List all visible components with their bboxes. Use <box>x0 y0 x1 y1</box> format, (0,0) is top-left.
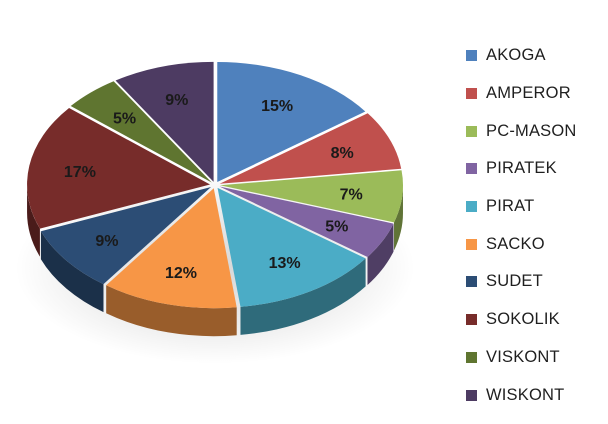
data-label-sokolik: 17% <box>64 164 96 181</box>
legend-label: SOKOLIK <box>486 310 560 329</box>
legend-item-pc-mason: PC-MASON <box>466 112 577 150</box>
data-label-pc-mason: 7% <box>340 186 363 203</box>
slice-sacko <box>106 188 237 309</box>
legend-label: PC-MASON <box>486 121 577 140</box>
chart-legend: AKOGA AMPEROR PC-MASON PIRATEK PIRAT SACKO SUD… <box>466 37 577 414</box>
slice-side-sokolik <box>27 184 40 257</box>
legend-item-sudet: SUDET <box>466 263 577 301</box>
legend-item-sacko: SACKO <box>466 225 577 263</box>
slice-wiskont <box>115 61 214 182</box>
legend-swatch <box>466 389 477 401</box>
slice-side-pc-mason <box>394 185 403 251</box>
legend-item-piratek: PIRATEK <box>466 150 577 188</box>
slice-viskont <box>70 81 212 183</box>
slice-piratek <box>219 186 394 258</box>
legend-label: SUDET <box>486 272 543 291</box>
slice-pc-mason <box>219 170 403 223</box>
slice-pirat <box>217 187 366 307</box>
slice-side-piratek <box>367 223 394 286</box>
legend-swatch <box>466 125 477 137</box>
legend-item-akoga: AKOGA <box>466 37 577 75</box>
legend-label: WISKONT <box>486 385 565 404</box>
legend-label: AKOGA <box>486 46 546 65</box>
legend-item-viskont: VISKONT <box>466 339 577 377</box>
slice-side-sacko <box>106 285 237 337</box>
pie-data-labels: 15% 8% 7% 5% 13% 12% 9% 17% 5% 9% <box>64 92 363 282</box>
data-label-amperor: 8% <box>331 145 354 162</box>
slice-side-pirat <box>240 258 366 335</box>
data-label-viskont: 5% <box>113 111 136 128</box>
pie-side-walls <box>27 184 403 337</box>
legend-label: PIRAT <box>486 197 535 216</box>
data-label-akoga: 15% <box>261 98 293 115</box>
legend-swatch <box>466 314 477 326</box>
data-label-sudet: 9% <box>95 233 118 250</box>
slice-sudet <box>40 187 212 285</box>
legend-item-sokolik: SOKOLIK <box>466 301 577 339</box>
data-label-piratek: 5% <box>325 219 348 236</box>
legend-item-pirat: PIRAT <box>466 188 577 226</box>
legend-label: VISKONT <box>486 347 560 366</box>
data-label-wiskont: 9% <box>165 92 188 109</box>
data-label-sacko: 12% <box>165 265 197 282</box>
legend-label: PIRATEK <box>486 159 557 178</box>
legend-item-amperor: AMPEROR <box>466 75 577 113</box>
legend-swatch <box>466 351 477 363</box>
data-label-pirat: 13% <box>269 255 301 272</box>
legend-swatch <box>466 88 477 100</box>
slice-sokolik <box>27 107 211 229</box>
legend-swatch <box>466 163 477 175</box>
legend-label: AMPEROR <box>486 84 571 103</box>
legend-swatch <box>466 50 477 62</box>
slice-side-sudet <box>40 231 104 313</box>
legend-swatch <box>466 238 477 250</box>
legend-swatch <box>466 276 477 288</box>
legend-item-wiskont: WISKONT <box>466 376 577 414</box>
pie-slices <box>27 61 403 309</box>
slice-amperor <box>219 113 402 184</box>
legend-swatch <box>466 201 477 213</box>
slice-akoga <box>217 62 366 183</box>
legend-label: SACKO <box>486 234 545 253</box>
